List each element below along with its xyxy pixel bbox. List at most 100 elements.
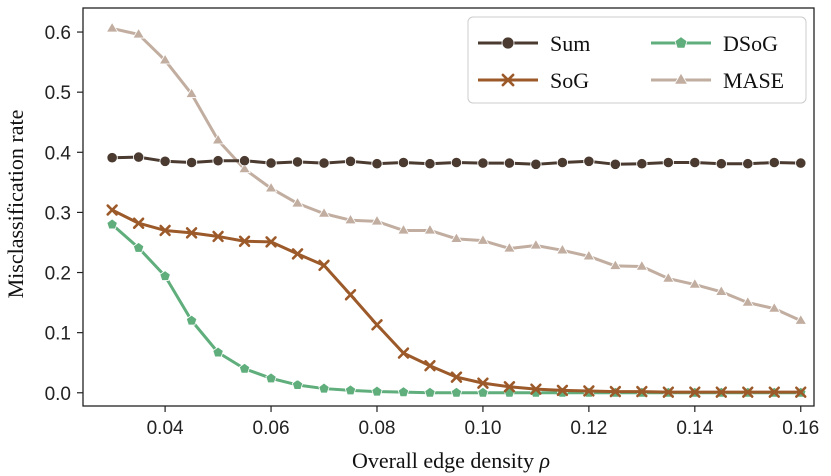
series-layer — [105, 21, 808, 398]
data-point-sum — [106, 152, 118, 164]
data-point-mase — [529, 238, 543, 250]
x-tick-label: 0.06 — [253, 418, 290, 439]
data-point-dsog — [291, 379, 304, 390]
legend: Sum SoG DSoG MASE — [467, 16, 807, 104]
data-point-sum — [424, 158, 436, 170]
data-point-sog — [530, 383, 542, 395]
y-tick-label: 0.2 — [45, 264, 71, 285]
x-tick-label: 0.12 — [570, 418, 607, 439]
data-point-sum — [556, 156, 568, 169]
legend-label-sum: Sum — [550, 31, 590, 56]
legend-item-sog: SoG — [478, 68, 589, 93]
data-point-dsog — [371, 385, 383, 397]
data-point-mase — [635, 259, 649, 271]
y-tick-label: 0.1 — [45, 324, 71, 345]
data-point-sum — [185, 156, 198, 169]
data-point-dsog — [318, 382, 330, 394]
legend-marker-dsog — [674, 36, 688, 49]
data-point-sog — [344, 289, 357, 301]
data-point-mase — [105, 21, 119, 33]
y-tick-label: 0.3 — [45, 203, 71, 224]
data-point-sum — [742, 158, 754, 170]
data-point-sog — [662, 386, 675, 398]
x-axis-title-symbol: ρ — [539, 448, 551, 473]
x-tick-label: 0.04 — [147, 418, 184, 439]
legend-label-sog: SoG — [550, 68, 589, 93]
data-point-sum — [795, 157, 807, 169]
data-point-sum — [636, 158, 648, 170]
legend-item-mase: MASE — [651, 68, 784, 93]
y-tick-label: 0.4 — [45, 143, 72, 164]
data-point-mase — [503, 241, 516, 253]
data-point-mase — [608, 259, 622, 270]
data-point-sum — [662, 156, 674, 169]
data-point-sum — [609, 158, 621, 170]
data-point-sog — [397, 347, 410, 359]
data-point-sog — [477, 377, 489, 389]
data-point-sog — [318, 259, 330, 272]
legend-label-dsog: DSoG — [723, 31, 778, 56]
x-axis-title: Overall edge density ρ — [352, 448, 550, 473]
data-point-sum — [450, 156, 463, 169]
series-sog — [106, 204, 807, 398]
data-point-sum — [291, 156, 304, 168]
legend-item-dsog: DSoG — [651, 31, 778, 56]
data-point-dsog — [450, 386, 463, 398]
data-point-sum — [238, 155, 251, 167]
data-point-sum — [318, 157, 330, 169]
data-point-mase — [556, 243, 569, 255]
y-tick-label: 0.6 — [45, 23, 71, 44]
x-tick-label: 0.10 — [464, 418, 501, 439]
x-tick-label: 0.14 — [676, 418, 713, 439]
data-point-sum — [689, 156, 701, 169]
legend-item-sum: Sum — [478, 31, 590, 56]
x-axis-title-text: Overall edge density — [352, 448, 534, 473]
data-point-sog — [265, 236, 277, 248]
data-point-sog — [795, 386, 807, 398]
data-point-dsog — [344, 384, 357, 396]
data-point-dsog — [132, 241, 145, 253]
data-point-sog — [424, 359, 436, 372]
data-point-sog — [609, 385, 622, 398]
data-point-dsog — [424, 386, 436, 398]
data-point-sum — [530, 158, 542, 170]
data-point-sum — [583, 155, 595, 167]
data-point-mase — [397, 223, 410, 235]
data-point-sum — [344, 155, 357, 167]
data-point-sog — [503, 381, 516, 393]
data-point-mase — [158, 53, 172, 65]
data-point-mase — [741, 295, 755, 307]
data-point-sog — [132, 217, 145, 229]
data-point-sog — [742, 386, 754, 398]
data-point-mase — [370, 214, 384, 226]
data-point-mase — [688, 277, 702, 289]
data-point-sog — [106, 204, 118, 216]
data-point-sum — [133, 151, 145, 163]
data-point-mase — [767, 301, 781, 313]
data-point-dsog — [397, 386, 410, 397]
x-tick-label: 0.08 — [358, 418, 395, 439]
legend-marker-mase — [673, 72, 689, 85]
axes-layer: 0.04 0.06 0.08 0.10 0.12 0.14 0.16 0.0 0.1 0.2 0.3… — [45, 23, 820, 439]
data-point-mase — [238, 162, 251, 174]
data-point-sum — [503, 157, 516, 169]
data-point-mase — [423, 223, 437, 235]
data-point-sog — [583, 385, 595, 397]
y-tick-label: 0.5 — [45, 83, 71, 104]
data-point-sum — [477, 157, 489, 169]
data-point-dsog — [477, 386, 489, 398]
data-point-sog — [450, 371, 463, 383]
data-point-mase — [291, 196, 304, 208]
legend-label-mase: MASE — [723, 68, 784, 93]
data-point-sog — [212, 230, 224, 243]
data-point-dsog — [185, 314, 198, 326]
y-tick-label: 0.0 — [45, 384, 71, 405]
data-point-mase — [344, 213, 357, 225]
data-point-dsog — [212, 346, 224, 358]
data-point-sog — [689, 386, 701, 398]
y-axis-title: Misclassification rate — [3, 110, 28, 299]
data-point-mase — [264, 181, 278, 193]
data-point-sum — [371, 158, 383, 170]
data-point-dsog — [106, 218, 118, 230]
data-point-sog — [371, 319, 383, 331]
